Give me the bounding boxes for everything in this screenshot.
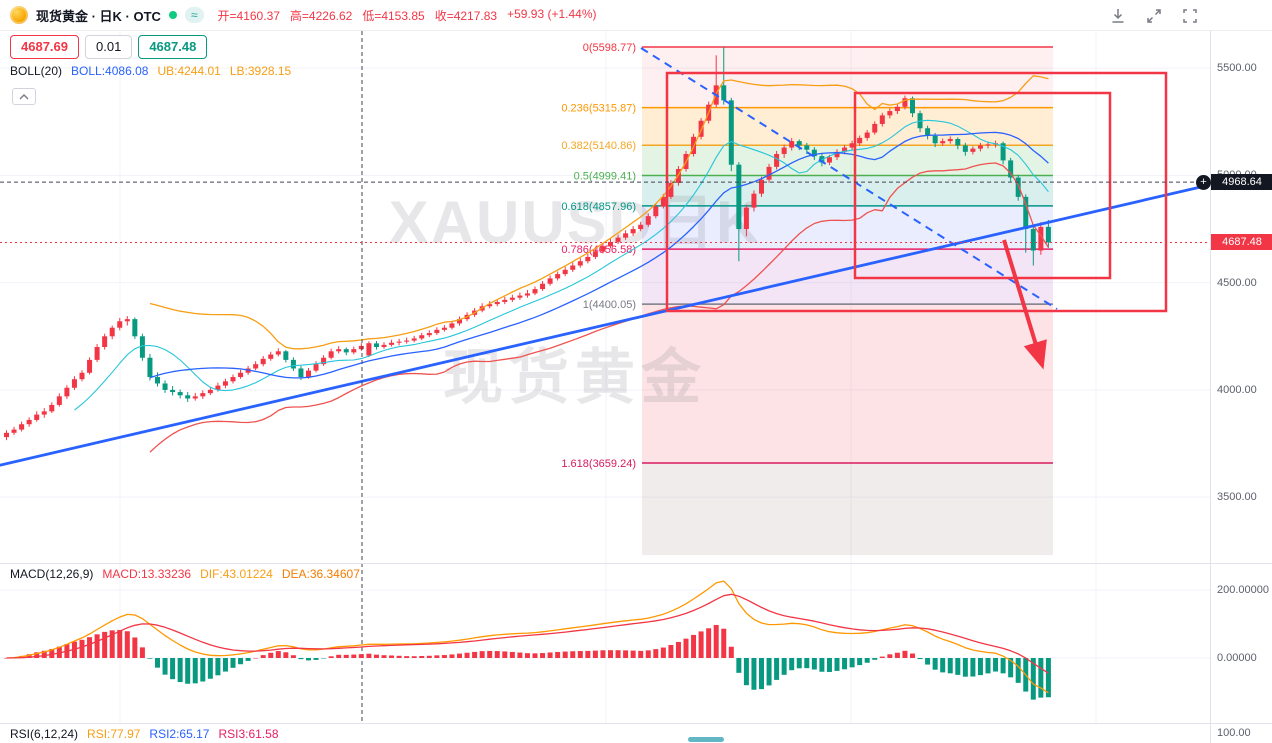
svg-text:0.786(4656.58): 0.786(4656.58) xyxy=(561,244,636,256)
svg-text:0(5598.77): 0(5598.77) xyxy=(583,42,636,54)
boll-ub-value: UB:4244.01 xyxy=(157,64,221,78)
macd-name: MACD(12,26,9) xyxy=(10,567,94,581)
svg-text:1.618(3659.24): 1.618(3659.24) xyxy=(561,458,636,470)
boll-basis-value: BOLL:4086.08 xyxy=(71,64,149,78)
chart-toolbar: 现货黄金 · 日K · OTC ≈ 开=4160.37 高=4226.62 低=… xyxy=(0,0,1272,31)
axis-tick-label: 200.00000 xyxy=(1217,584,1269,596)
macd-value: MACD:13.33236 xyxy=(102,567,192,581)
pane-separator-rsi[interactable] xyxy=(0,723,1272,724)
rsi-value: RSI:77.97 xyxy=(87,727,141,741)
svg-text:0.618(4857.96): 0.618(4857.96) xyxy=(561,201,636,213)
macd-legend[interactable]: MACD(12,26,9) MACD:13.33236 DIF:43.01224… xyxy=(10,567,360,581)
svg-text:0.236(5315.87): 0.236(5315.87) xyxy=(561,103,636,115)
ohlc-open: 开=4160.37 xyxy=(217,8,280,23)
axis-tick-label: 4000.00 xyxy=(1217,383,1257,396)
svg-text:现货黄金: 现货黄金 xyxy=(443,344,707,411)
axis-tick-label: 3500.00 xyxy=(1217,491,1257,504)
rsi2-value: RSI2:65.17 xyxy=(149,727,210,741)
macd-dea-value: DEA:36.34607 xyxy=(281,567,360,581)
sell-price-button[interactable]: 4687.69 xyxy=(10,35,79,59)
price-axis[interactable]: 5500.005000.004500.004000.003500.00200.0… xyxy=(1210,0,1272,743)
axis-tick-label: 0.00000 xyxy=(1217,652,1257,664)
axis-tick-label: 4500.00 xyxy=(1217,276,1257,289)
last-price-bubble: 4687.48 xyxy=(1211,234,1272,251)
boll-legend[interactable]: BOLL(20) BOLL:4086.08 UB:4244.01 LB:3928… xyxy=(10,64,291,78)
download-icon[interactable] xyxy=(1108,6,1128,26)
rsi-name: RSI(6,12,24) xyxy=(10,727,79,741)
rsi-legend[interactable]: RSI(6,12,24) RSI:77.97 RSI2:65.17 RSI3:6… xyxy=(10,727,279,741)
scrollbar-thumb[interactable] xyxy=(688,737,724,742)
ohlc-low: 低=4153.85 xyxy=(362,8,425,23)
axis-tick-label: 100.00 xyxy=(1217,727,1251,739)
symbol-title[interactable]: 现货黄金 · 日K · OTC xyxy=(36,8,161,24)
rsi3-value: RSI3:61.58 xyxy=(218,727,279,741)
ohlc-readout: 开=4160.37 高=4226.62 低=4153.85 收=4217.83 … xyxy=(218,7,597,24)
trendline-anchor-icon[interactable]: + xyxy=(1196,174,1211,190)
collapse-legend-button[interactable] xyxy=(12,88,36,105)
svg-text:1(4400.05): 1(4400.05) xyxy=(583,299,636,311)
ohlc-high: 高=4226.62 xyxy=(289,8,353,23)
quantity-field[interactable]: 0.01 xyxy=(85,35,133,59)
boll-name: BOLL(20) xyxy=(10,64,63,78)
axis-tick-label: 5500.00 xyxy=(1217,62,1257,75)
crosshair-price-bubble: 4968.64 xyxy=(1211,174,1272,191)
symbol-logo-icon xyxy=(10,6,28,24)
ohlc-change: +59.93 (+1.44%) xyxy=(507,6,597,21)
pane-separator-macd[interactable] xyxy=(0,563,1272,564)
price-chart-canvas[interactable]: XAUUSD日K现货黄金0(5598.77)0.236(5315.87)0.38… xyxy=(0,0,1210,743)
fullscreen-icon[interactable] xyxy=(1180,6,1200,26)
buy-price-button[interactable]: 4687.48 xyxy=(138,35,208,59)
restore-size-icon[interactable] xyxy=(1144,6,1164,26)
ohlc-close: 收=4217.83 xyxy=(434,8,498,23)
market-status-dot xyxy=(168,11,177,19)
order-panel: 4687.69 0.01 4687.48 xyxy=(10,35,208,59)
boll-lb-value: LB:3928.15 xyxy=(229,64,292,78)
svg-text:0.5(4999.41): 0.5(4999.41) xyxy=(574,171,636,183)
approx-badge: ≈ xyxy=(184,7,204,23)
svg-text:0.382(5140.86): 0.382(5140.86) xyxy=(561,140,636,152)
toolbar-actions xyxy=(1108,0,1200,31)
macd-dif-value: DIF:43.01224 xyxy=(200,567,273,581)
